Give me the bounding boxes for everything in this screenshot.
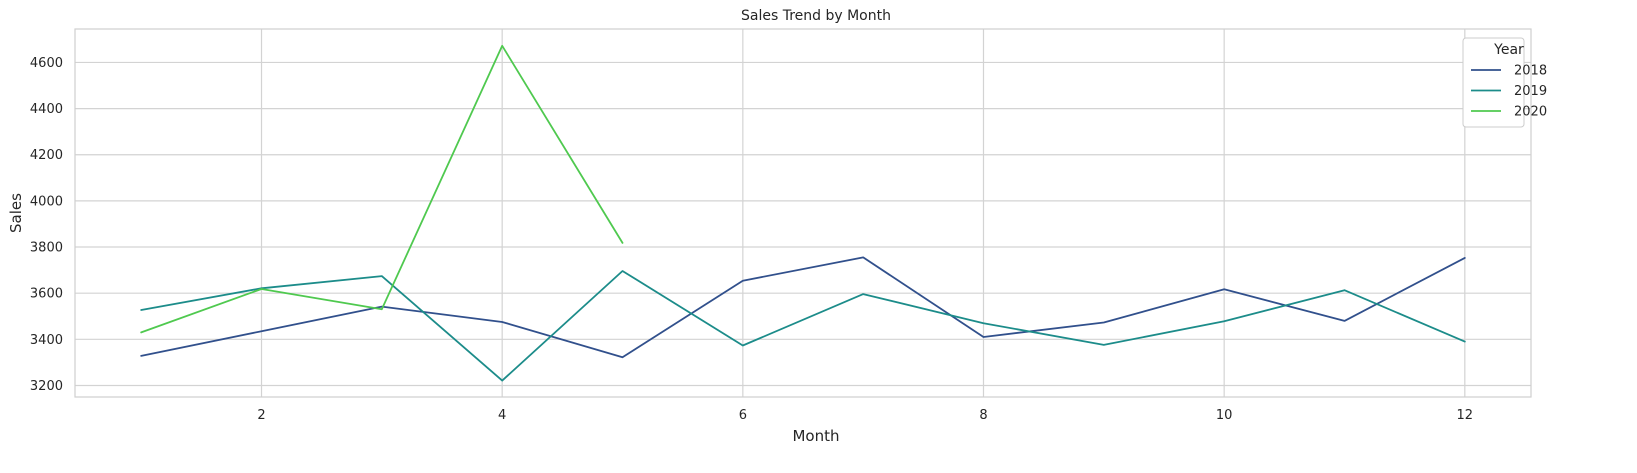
y-tick-label: 3400 [30,333,63,348]
x-axis-label: Month [792,427,839,445]
y-tick-label: 4000 [30,194,63,209]
series-line-2018 [140,256,1466,359]
x-tick-label: 12 [1457,408,1474,423]
legend-items: 2018 2019 2020 [1471,64,1547,120]
y-tick-label: 4400 [30,102,63,117]
legend-box [1462,37,1525,128]
series-line-2020 [140,44,624,334]
y-tick-label: 3800 [30,241,63,256]
y-tick-label: 3200 [30,379,63,394]
x-tick-label: 2 [257,408,265,423]
series-lines [140,44,1466,382]
x-tick-label: 8 [979,408,987,423]
legend: Year 2018 2019 2020 [1462,37,1547,128]
tick-labels: 2 4 6 8 10 12 3200 3400 3600 3800 4000 4200 4400 4600 [30,56,1473,423]
plot-frame [74,28,1532,398]
legend-title: Year [1493,42,1524,58]
x-tick-label: 10 [1216,408,1233,423]
x-tick-label: 6 [739,408,747,423]
y-tick-label: 4200 [30,148,63,163]
legend-label-2020: 2020 [1514,105,1547,120]
y-tick-label: 3600 [30,287,63,302]
x-tick-label: 4 [498,408,506,423]
series-line-2019 [140,270,1466,382]
gridlines [75,29,1531,397]
legend-label-2018: 2018 [1514,64,1547,79]
legend-label-2019: 2019 [1514,84,1547,99]
y-axis-label: Sales [7,193,25,233]
chart-title: Sales Trend by Month [741,8,891,24]
y-tick-label: 4600 [30,56,63,71]
